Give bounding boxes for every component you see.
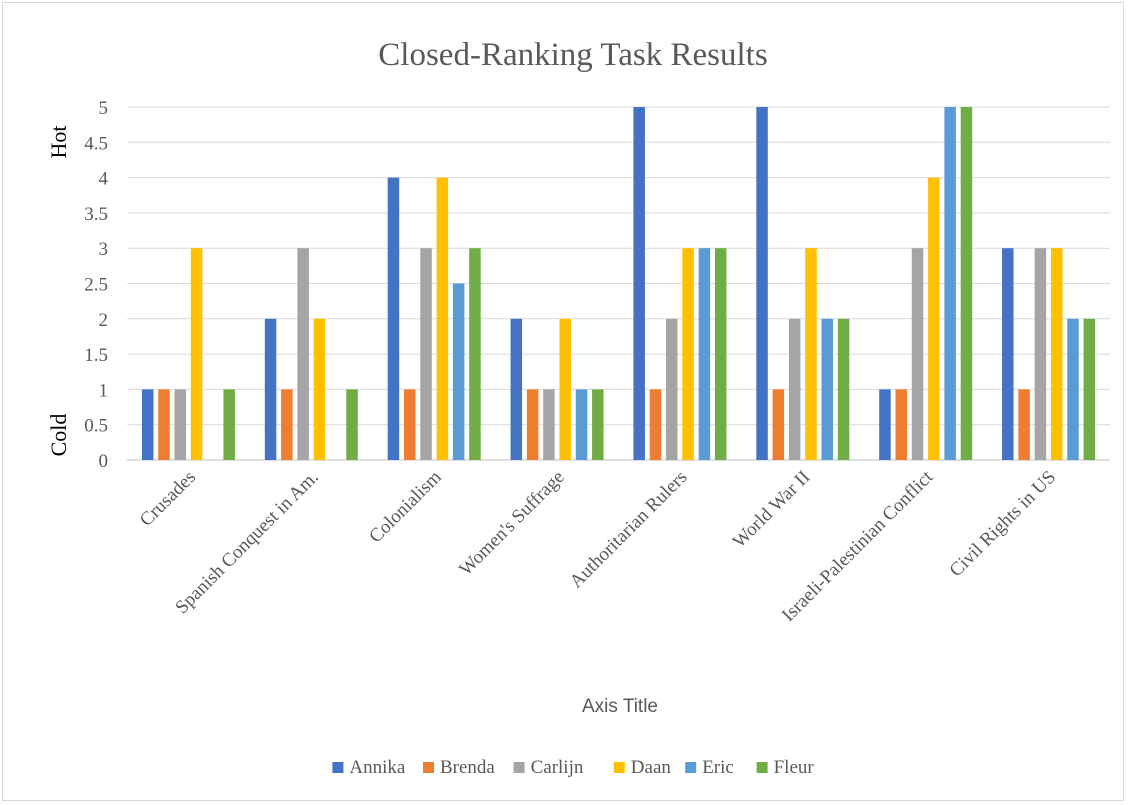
bar-fleur — [1083, 318, 1096, 460]
bar-daan — [928, 177, 940, 460]
legend-swatch-brenda — [423, 762, 434, 773]
bar-annika — [633, 107, 645, 460]
bar-carlijn — [911, 248, 924, 460]
x-tick-label: World War II — [729, 467, 815, 553]
bar-brenda — [895, 389, 907, 460]
legend-swatch-annika — [332, 762, 344, 773]
bar-daan — [559, 318, 571, 460]
y-tick-label: 1 — [99, 380, 109, 401]
bar-carlijn — [666, 318, 678, 460]
y-tick-label: 0 — [99, 451, 109, 472]
x-tick-label: Crusades — [136, 467, 200, 531]
legend-label-brenda: Brenda — [440, 757, 495, 778]
bar-brenda — [526, 389, 539, 460]
y-tick-label: 2.5 — [84, 275, 108, 296]
bar-daan — [313, 318, 326, 460]
legend-label-eric: Eric — [702, 757, 734, 778]
bar-fleur — [837, 318, 850, 460]
y-tick-label: 0.5 — [84, 416, 108, 437]
x-axis-title: Axis Title — [582, 696, 658, 717]
bar-brenda — [649, 389, 662, 460]
y-tick-label: 4.5 — [84, 133, 108, 154]
bar-fleur — [960, 107, 973, 460]
y-axis-ticks: 0 0.5 1 1.5 2 2.5 3 3.5 4 4.5 5 — [84, 98, 108, 472]
bars — [141, 107, 1096, 460]
bar-carlijn — [297, 248, 309, 460]
bar-fleur — [592, 389, 604, 460]
bar-annika — [510, 318, 523, 460]
bar-daan — [805, 248, 817, 460]
legend-label-fleur: Fleur — [774, 757, 815, 778]
x-tick-label: Authoritarian Rulers — [566, 467, 692, 593]
x-tick-label: Civil Rights in US — [946, 467, 1061, 582]
y-tick-label: 3.5 — [84, 204, 108, 225]
legend-label-carlijn: Carlijn — [531, 757, 584, 778]
bar-eric — [1067, 318, 1079, 460]
bar-daan — [1050, 248, 1063, 460]
bar-daan — [436, 177, 449, 460]
x-tick-label: Colonialism — [365, 467, 446, 548]
legend: Annika Brenda Carlijn Daan Eric Fleur — [332, 757, 814, 778]
bar-brenda — [772, 389, 785, 460]
bar-eric — [452, 283, 465, 460]
y-tick-label: 2 — [99, 310, 109, 331]
bar-brenda — [403, 389, 416, 460]
bar-carlijn — [420, 248, 432, 460]
bar-carlijn — [543, 389, 555, 460]
bar-brenda — [158, 389, 170, 460]
legend-label-daan: Daan — [631, 757, 672, 778]
bar-eric — [575, 389, 588, 460]
bar-brenda — [1018, 389, 1030, 460]
bar-daan — [682, 248, 694, 460]
bar-eric — [944, 107, 956, 460]
y-tick-label: 1.5 — [84, 345, 108, 366]
bar-carlijn — [788, 318, 801, 460]
y-axis-label-hot: Hot — [46, 126, 71, 159]
bar-brenda — [281, 389, 293, 460]
bar-annika — [1002, 248, 1014, 460]
y-axis-label-cold: Cold — [46, 414, 71, 457]
bar-daan — [190, 248, 203, 460]
x-tick-label: Women's Suffrage — [455, 467, 568, 580]
y-tick-label: 4 — [99, 169, 109, 190]
x-tick-label: Spanish Conquest in Am. — [171, 467, 322, 618]
bar-eric — [698, 248, 711, 460]
bar-fleur — [346, 389, 358, 460]
chart-title: Closed-Ranking Task Results — [378, 37, 767, 73]
bar-annika — [141, 389, 154, 460]
bar-annika — [879, 389, 891, 460]
legend-swatch-fleur — [756, 762, 768, 773]
bar-annika — [756, 107, 768, 460]
legend-swatch-eric — [685, 762, 697, 773]
legend-swatch-daan — [613, 762, 625, 773]
bar-carlijn — [1034, 248, 1047, 460]
bar-fleur — [223, 389, 235, 460]
bar-carlijn — [174, 389, 187, 460]
bar-fleur — [469, 248, 481, 460]
legend-swatch-carlijn — [513, 762, 525, 773]
bar-fleur — [714, 248, 727, 460]
y-tick-label: 5 — [99, 98, 109, 119]
bar-annika — [387, 177, 400, 460]
bar-eric — [821, 318, 834, 460]
bar-annika — [264, 318, 277, 460]
legend-label-annika: Annika — [349, 757, 406, 778]
y-tick-label: 3 — [99, 239, 109, 260]
